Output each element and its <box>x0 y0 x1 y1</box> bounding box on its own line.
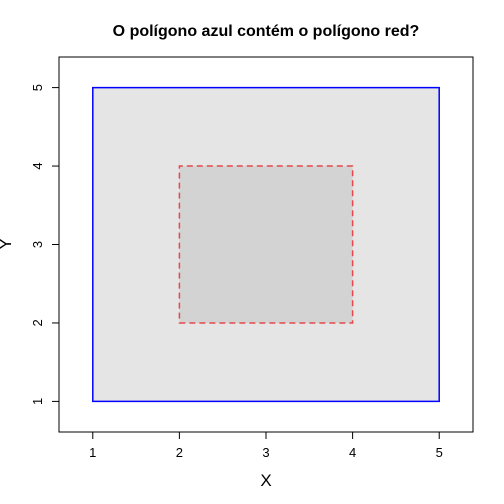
y-axis: 1 2 3 4 5 <box>30 84 60 405</box>
y-tick-label: 1 <box>30 398 45 405</box>
y-tick-label: 5 <box>30 84 45 91</box>
x-tick-label: 5 <box>436 445 443 460</box>
x-tick-label: 4 <box>349 445 356 460</box>
y-tick-label: 4 <box>30 162 45 169</box>
polygon-red <box>178 165 354 324</box>
x-tick-label: 3 <box>262 445 269 460</box>
chart-title: O polígono azul contém o polígono red? <box>113 23 420 40</box>
polygon-layer <box>92 86 440 403</box>
y-tick-label: 2 <box>30 319 45 326</box>
x-axis-label: X <box>260 471 271 490</box>
x-tick-label: 2 <box>176 445 183 460</box>
x-axis: 1 2 3 4 5 <box>89 431 443 460</box>
x-tick-label: 1 <box>89 445 96 460</box>
y-tick-label: 3 <box>30 241 45 248</box>
y-axis-label: Y <box>0 238 15 249</box>
